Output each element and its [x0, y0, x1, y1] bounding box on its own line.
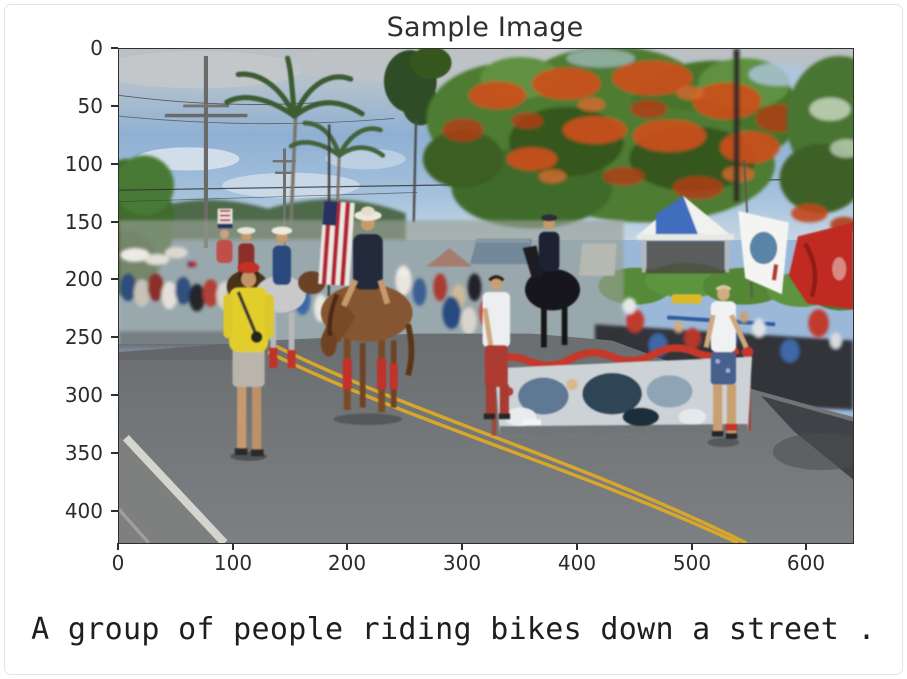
x-tick-mark [576, 543, 578, 550]
x-tick-label: 0 [111, 551, 125, 575]
american-flag [318, 124, 355, 297]
y-tick-label: 200 [64, 267, 103, 291]
plot-area [118, 48, 854, 544]
y-tick-label: 50 [77, 94, 103, 118]
x-tick-label: 500 [672, 551, 712, 575]
y-tick-mark [111, 336, 118, 338]
y-tick-label: 250 [64, 325, 103, 349]
sample-photo [119, 49, 853, 543]
y-tick-mark [111, 394, 118, 396]
white-flag [738, 160, 789, 298]
center-line [275, 344, 748, 543]
x-tick-mark [232, 543, 234, 550]
x-tick-label: 100 [213, 551, 253, 575]
x-tick-mark [805, 543, 807, 550]
x-tick-mark [461, 543, 463, 550]
figure-title: Sample Image [386, 12, 584, 43]
y-tick-label: 300 [64, 383, 103, 407]
red-flag [788, 222, 853, 310]
x-tick-label: 400 [557, 551, 597, 575]
y-tick-mark [111, 105, 118, 107]
banner-carrier-left [482, 275, 511, 420]
y-tick-mark [111, 163, 118, 165]
y-tick-label: 400 [64, 499, 103, 523]
banner-carrier-right [703, 285, 749, 447]
x-tick-label: 300 [442, 551, 482, 575]
x-tick-label: 200 [327, 551, 367, 575]
caption-text: A group of people riding bikes down a st… [31, 612, 876, 647]
y-tick-label: 100 [64, 152, 103, 176]
horse-rider-center [320, 206, 415, 425]
x-tick-label: 600 [786, 551, 826, 575]
left-spectators [119, 246, 248, 347]
center-line [267, 350, 740, 543]
y-tick-mark [111, 510, 118, 512]
x-tick-mark [691, 543, 693, 550]
palm-trees [224, 49, 452, 223]
right-tree [779, 55, 853, 233]
horse-rider-dark [522, 214, 581, 348]
x-tick-mark [117, 543, 119, 550]
y-tick-mark [111, 452, 118, 454]
y-tick-label: 150 [64, 210, 103, 234]
y-tick-mark [111, 221, 118, 223]
y-tick-mark [111, 47, 118, 49]
yellow-shirt-walker [223, 261, 274, 461]
y-tick-label: 350 [64, 441, 103, 465]
y-tick-mark [111, 278, 118, 280]
x-tick-mark [346, 543, 348, 550]
y-tick-label: 0 [90, 36, 103, 60]
